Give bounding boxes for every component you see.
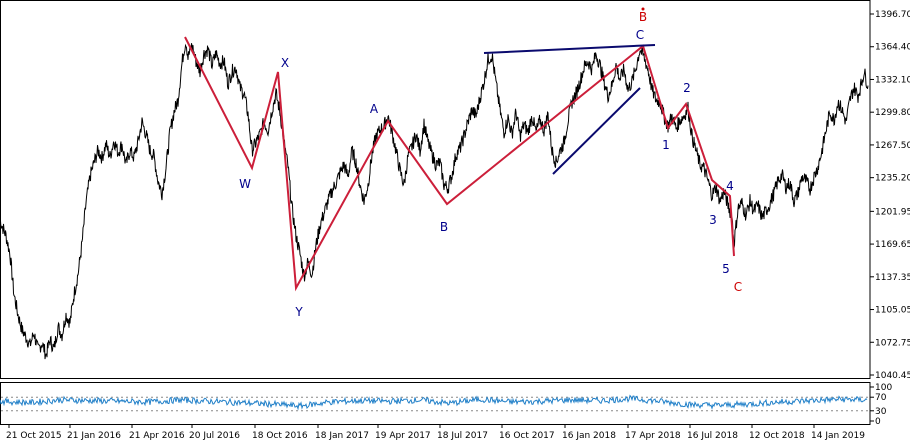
wave-label: B bbox=[440, 220, 448, 234]
time-axis-label: 21 Jan 2016 bbox=[67, 431, 121, 441]
time-axis-label: 17 Apr 2018 bbox=[625, 431, 681, 441]
oscillator-axis-label: 70 bbox=[875, 393, 887, 403]
price-axis-label: 1332.10 bbox=[875, 75, 910, 85]
time-axis-label: 16 Jan 2018 bbox=[562, 431, 616, 441]
time-axis-label: 21 Apr 2016 bbox=[129, 431, 185, 441]
price-axis-label: 1267.50 bbox=[875, 141, 910, 151]
price-panel-frame bbox=[0, 0, 871, 379]
time-axis-label: 21 Oct 2015 bbox=[6, 431, 62, 441]
time-axis-label: 18 Jul 2017 bbox=[437, 431, 488, 441]
wave-label: 5 bbox=[722, 262, 730, 276]
wave-label: W bbox=[239, 177, 251, 191]
wave-label: 1 bbox=[662, 138, 670, 152]
price-series-line bbox=[0, 43, 869, 360]
time-axis-label: 16 Jul 2018 bbox=[687, 431, 738, 441]
time-axis-label: 20 Jul 2016 bbox=[189, 431, 240, 441]
wave-label-dot bbox=[641, 7, 645, 11]
time-axis-label: 16 Oct 2017 bbox=[499, 431, 555, 441]
price-axis-label: 1137.35 bbox=[875, 273, 910, 283]
time-axis-label: 19 Apr 2017 bbox=[375, 431, 431, 441]
wave-label: 4 bbox=[726, 179, 734, 193]
wave-label: B bbox=[639, 10, 647, 24]
wave-label: C bbox=[734, 280, 742, 294]
price-axis-label: 1396.70 bbox=[875, 10, 910, 20]
wave-label: Y bbox=[294, 305, 303, 319]
price-axis-label: 1235.20 bbox=[875, 174, 910, 184]
wave-label: C bbox=[636, 28, 644, 42]
price-axis-label: 1364.40 bbox=[875, 43, 910, 53]
resistance-trendline bbox=[483, 44, 656, 54]
oscillator-axis-label: 100 bbox=[875, 383, 892, 393]
price-axis-label: 1040.45 bbox=[875, 371, 910, 381]
wave-label: 2 bbox=[683, 81, 691, 95]
oscillator-axis-label: 30 bbox=[875, 407, 887, 417]
elliott-wave-path bbox=[184, 36, 735, 292]
price-axis-label: 1072.75 bbox=[875, 338, 910, 348]
oscillator-series-line bbox=[0, 394, 868, 411]
channel-trendline bbox=[552, 87, 641, 175]
price-axis-label: 1105.05 bbox=[875, 306, 910, 316]
price-axis-label: 1201.95 bbox=[875, 207, 910, 217]
wave-label: X bbox=[281, 56, 289, 70]
wave-label: A bbox=[370, 102, 379, 116]
time-axis-label: 18 Jan 2017 bbox=[315, 431, 369, 441]
wave-label: 3 bbox=[709, 213, 717, 227]
time-axis-label: 12 Oct 2018 bbox=[749, 431, 805, 441]
price-axis-label: 1169.65 bbox=[875, 240, 910, 250]
time-axis-label: 14 Jan 2019 bbox=[811, 431, 865, 441]
price-axis-label: 1299.80 bbox=[875, 108, 910, 118]
time-axis-label: 18 Oct 2016 bbox=[252, 431, 308, 441]
oscillator-axis-label: 0 bbox=[875, 417, 881, 427]
